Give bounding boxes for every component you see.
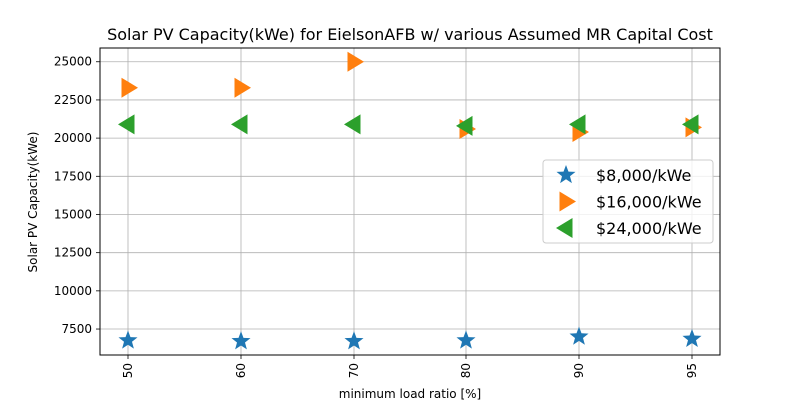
data-point-triangle-left — [682, 114, 699, 135]
data-point-star — [456, 330, 476, 349]
legend-label: $16,000/kWe — [596, 193, 702, 212]
data-point-triangle-right — [347, 51, 364, 72]
x-tick-label: 90 — [572, 363, 586, 378]
data-points — [118, 51, 702, 350]
legend-label: $24,000/kWe — [596, 219, 702, 238]
legend-marker — [556, 165, 576, 184]
data-point-triangle-left — [569, 114, 586, 135]
y-tick-label: 15000 — [54, 207, 92, 221]
y-tick-label: 10000 — [54, 284, 92, 298]
x-tick-label: 80 — [459, 363, 473, 378]
y-axis-label: Solar PV Capacity(kWe) — [26, 132, 40, 273]
legend-marker — [559, 191, 576, 212]
y-tick-label: 7500 — [61, 322, 92, 336]
data-point-triangle-left — [118, 114, 135, 135]
data-point-triangle-left — [456, 115, 473, 136]
chart-title: Solar PV Capacity(kWe) for EielsonAFB w/… — [107, 25, 713, 44]
legend-marker — [556, 218, 573, 238]
data-point-triangle-right — [121, 77, 138, 98]
y-axis: 7500 10000 12500 15000 17500 20000 22500 25000 — [54, 55, 100, 336]
legend-label: $8,000/kWe — [596, 166, 691, 185]
x-tick-label: 70 — [347, 363, 361, 378]
data-point-star — [344, 331, 364, 350]
y-tick-label: 22500 — [54, 93, 92, 107]
x-tick-label: 95 — [685, 363, 699, 378]
data-point-star — [682, 328, 702, 348]
y-tick-label: 12500 — [54, 246, 92, 260]
y-tick-label: 20000 — [54, 131, 92, 145]
data-point-star — [118, 330, 138, 349]
data-point-triangle-right — [234, 77, 251, 98]
legend-box — [542, 159, 714, 244]
data-point-triangle-left — [344, 114, 361, 135]
x-tick-label: 50 — [121, 363, 135, 378]
data-point-star — [231, 331, 251, 350]
y-tick-label: 17500 — [54, 169, 92, 183]
x-axis: 50 60 70 80 90 95 — [121, 355, 699, 378]
y-tick-label: 25000 — [54, 55, 92, 69]
x-tick-label: 60 — [234, 363, 248, 378]
data-point-star — [569, 326, 589, 345]
data-point-triangle-left — [231, 114, 248, 135]
plot-frame — [99, 47, 721, 356]
legend: $8,000/kWe $16,000/kWe $24,000/kWe — [542, 159, 714, 244]
x-axis-label: minimum load ratio [%] — [339, 387, 481, 400]
